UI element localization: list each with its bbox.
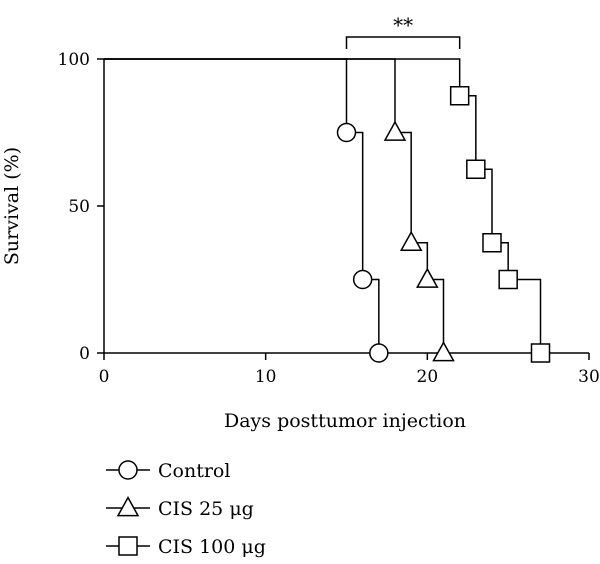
x-tick-label: 0 <box>99 367 110 387</box>
series-line-triangle <box>104 58 445 353</box>
legend-label: Control <box>158 460 230 482</box>
legend: Control CIS 25 μg CIS 100 μg <box>106 460 266 558</box>
x-tick-label: 10 <box>255 367 277 387</box>
data-point-circle <box>352 269 373 290</box>
x-tick-label: 20 <box>417 367 439 387</box>
x-tick-label: 30 <box>578 367 600 387</box>
series-layer <box>104 58 551 363</box>
data-point-square <box>482 233 502 253</box>
legend-item-square: CIS 100 μg <box>106 536 266 558</box>
y-tick-label: 0 <box>79 344 90 364</box>
data-point-triangle <box>432 341 455 362</box>
series-line-square <box>104 58 542 353</box>
legend-item-triangle: CIS 25 μg <box>106 496 254 520</box>
data-point-square <box>466 159 486 179</box>
series-circle <box>104 58 389 363</box>
significance-bracket <box>345 36 461 49</box>
legend-label: CIS 25 μg <box>158 498 254 520</box>
legend-label: CIS 100 μg <box>158 536 266 558</box>
significance-label: ** <box>393 13 413 37</box>
data-point-square <box>530 343 551 363</box>
x-axis-label: Days posttumor injection <box>224 410 466 432</box>
series-square <box>104 58 551 363</box>
series-line-circle <box>104 58 380 353</box>
legend-symbol-square <box>118 536 138 556</box>
legend-symbol-circle <box>118 460 138 480</box>
data-point-square <box>449 86 470 106</box>
data-point-circle <box>336 122 357 143</box>
data-point-triangle <box>399 230 423 252</box>
legend-item-circle: Control <box>106 460 230 482</box>
series-triangle <box>104 58 455 362</box>
y-tick-label: 50 <box>68 197 90 217</box>
data-point-triangle <box>416 267 439 288</box>
y-axis-label: Survival (%) <box>1 147 23 265</box>
data-point-square <box>498 269 518 290</box>
annotation-layer: ** <box>345 13 461 49</box>
y-tick-label: 100 <box>58 50 90 70</box>
legend-symbol-triangle <box>116 496 140 517</box>
data-point-triangle <box>383 120 407 141</box>
axes: 0 10 20 30 0 50 100 <box>58 50 600 387</box>
data-point-circle <box>369 343 389 363</box>
